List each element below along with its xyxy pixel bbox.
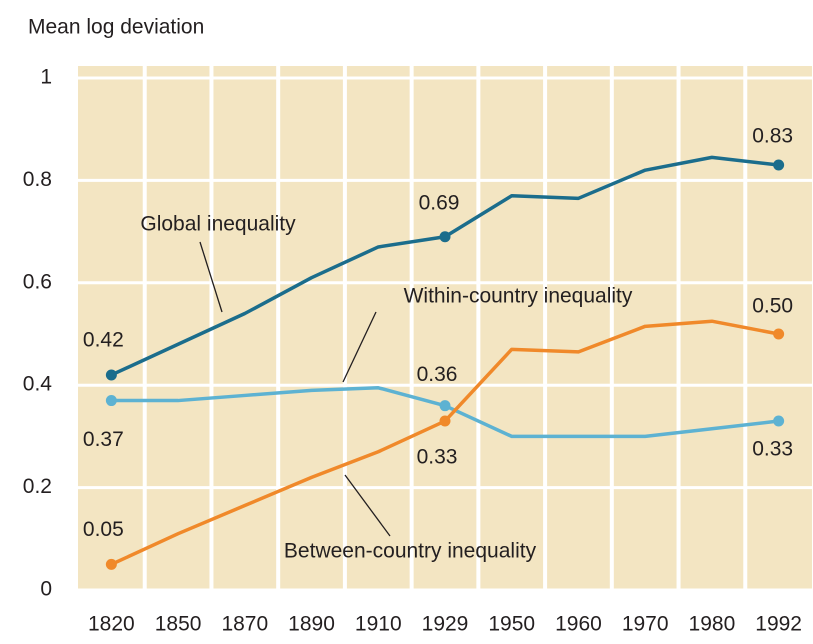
data-point xyxy=(439,231,451,243)
data-point xyxy=(773,415,785,427)
x-tick-label: 1890 xyxy=(288,613,335,636)
data-label: 0.33 xyxy=(752,438,793,461)
y-tick-label: 0.4 xyxy=(23,373,53,396)
y-tick-label: 1 xyxy=(40,66,52,89)
series-label: Global inequality xyxy=(140,213,296,236)
leader-line xyxy=(342,311,377,383)
x-tick-label: 1980 xyxy=(689,613,736,636)
plot-background xyxy=(78,66,812,590)
data-label: 0.37 xyxy=(83,428,124,451)
x-tick-label: 1820 xyxy=(88,613,135,636)
data-label: 0.42 xyxy=(83,329,124,352)
y-tick-label: 0 xyxy=(40,578,52,601)
data-point xyxy=(773,159,785,171)
data-point xyxy=(773,328,785,340)
data-label: 0.05 xyxy=(83,518,124,541)
data-label: 0.69 xyxy=(419,191,460,214)
data-point xyxy=(439,415,451,427)
x-tick-label: 1992 xyxy=(755,613,802,636)
data-point xyxy=(105,369,117,381)
series-label: Between-country inequality xyxy=(284,540,537,563)
data-point xyxy=(105,558,117,570)
y-tick-label: 0.8 xyxy=(23,168,52,191)
x-tick-label: 1929 xyxy=(422,613,469,636)
x-tick-label: 1850 xyxy=(155,613,202,636)
y-axis-title: Mean log deviation xyxy=(28,16,204,39)
x-tick-label: 1950 xyxy=(488,613,535,636)
leader-line xyxy=(344,474,391,537)
data-label: 0.83 xyxy=(752,125,793,148)
x-tick-label: 1970 xyxy=(622,613,669,636)
data-point xyxy=(439,400,451,412)
data-label: 0.36 xyxy=(417,363,458,386)
series-label: Within-country inequality xyxy=(404,285,633,308)
x-tick-label: 1910 xyxy=(355,613,402,636)
data-label: 0.50 xyxy=(752,295,793,318)
y-tick-label: 0.6 xyxy=(23,270,52,293)
data-label: 0.33 xyxy=(417,446,458,469)
x-tick-label: 1870 xyxy=(221,613,268,636)
data-point xyxy=(105,395,117,407)
y-tick-label: 0.2 xyxy=(23,475,52,498)
x-tick-label: 1960 xyxy=(555,613,602,636)
leader-line xyxy=(199,241,223,313)
